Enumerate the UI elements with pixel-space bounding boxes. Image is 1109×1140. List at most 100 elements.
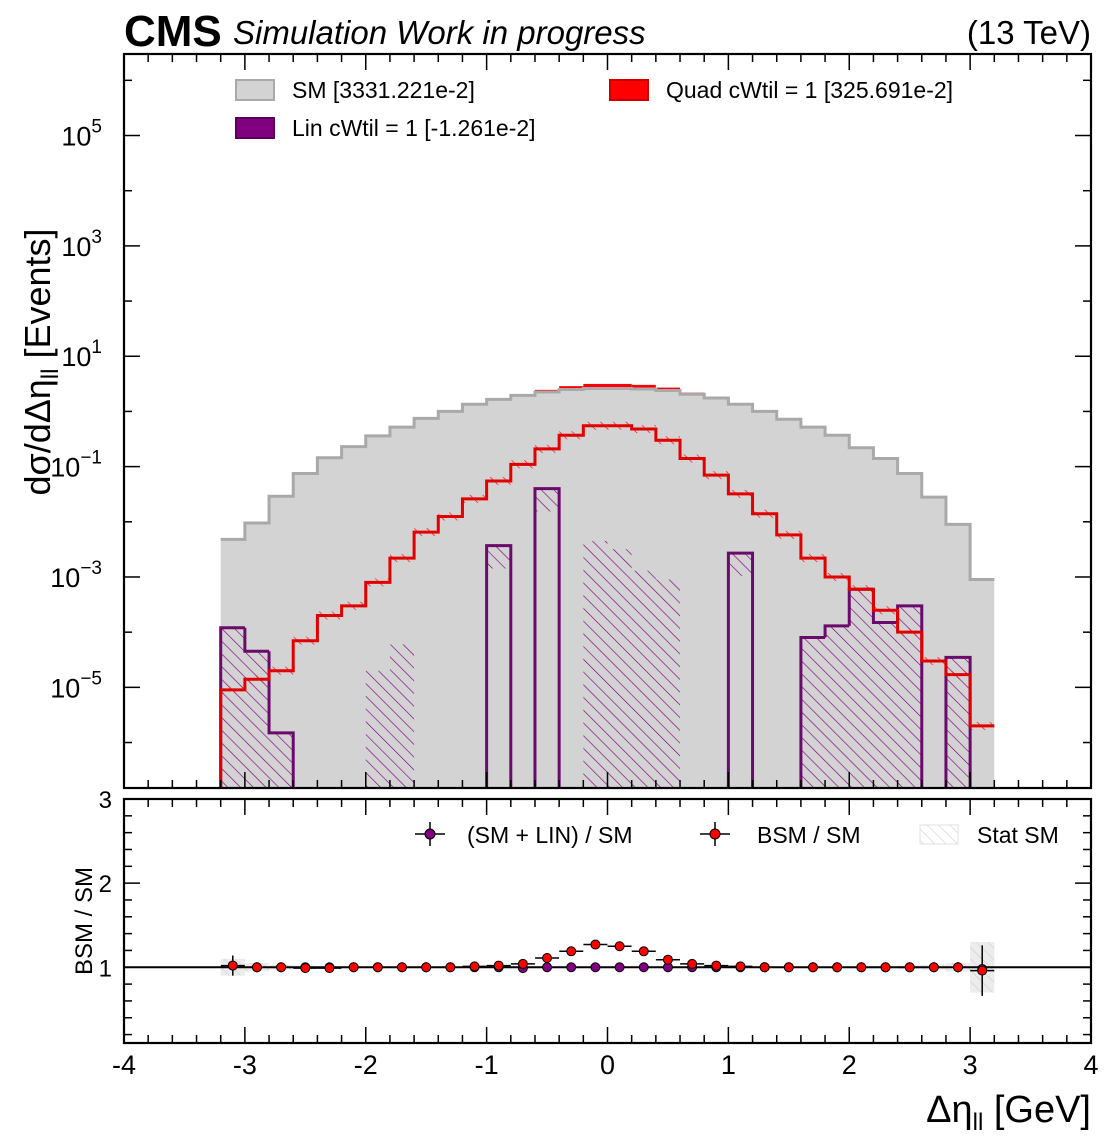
ratio-bsm-point [421, 962, 432, 973]
main-y-axis-label: dσ/dΔηll [Events] [17, 228, 64, 495]
lin-uncertainty-band [825, 625, 850, 788]
ratio-frame [122, 797, 1093, 1045]
x-tick-label: 1 [721, 1050, 736, 1080]
cms-label: CMS [124, 7, 222, 56]
main-frame [122, 52, 1093, 790]
ratio-bsm-point [856, 962, 867, 973]
ratio-bsm-point [711, 960, 722, 971]
lin-uncertainty-band [800, 637, 826, 788]
ratio-bsm-point [759, 962, 770, 973]
quad-step-line [219, 424, 995, 788]
legend-ratio-stat-swatch [919, 824, 959, 845]
legend-quad-swatch [609, 79, 649, 101]
ratio-bsm-point [469, 961, 480, 972]
lin-uncertainty-band [583, 540, 608, 788]
lin-uncertainty-band [631, 570, 656, 788]
quad-stack-bar [559, 386, 584, 390]
ratio-lin-point [638, 962, 649, 973]
x-axis-label: Δηll [GeV] [926, 1089, 1091, 1136]
legend-ratio-bsm-marker [709, 828, 721, 840]
ratio-lin-point [614, 962, 625, 973]
y-tick-label-ratio: 1 [99, 955, 112, 982]
ratio-bsm-point [928, 962, 939, 973]
quad-stack-bar [631, 384, 656, 389]
y-tick-label-ratio: 2 [99, 871, 112, 898]
lin-uncertainty-band [269, 732, 294, 788]
ratio-bsm-point [953, 962, 964, 973]
legend-ratio-lin-marker [424, 828, 436, 840]
ratio-bsm-point [662, 954, 673, 965]
ratio-bsm-point [300, 963, 311, 974]
quad-stack-bar [607, 383, 632, 389]
x-tick-label: 3 [963, 1050, 978, 1080]
subtitle: Simulation Work in progress [233, 14, 646, 51]
x-tick-label: -2 [354, 1050, 378, 1080]
ratio-bsm-point [324, 963, 335, 974]
ratio-bsm-point [445, 962, 456, 973]
y-tick-label-main: 10−3 [50, 558, 102, 593]
lin-uncertainty-band [655, 579, 681, 788]
x-tick-label: 0 [600, 1050, 615, 1080]
legend-sm-swatch [235, 79, 275, 101]
x-tick-label: -4 [112, 1050, 136, 1080]
main-plot-area [219, 383, 995, 788]
y-tick-label-ratio: 3 [99, 787, 112, 814]
main-axis-ticks: 10−5 10−3 10−1 101 103 105 [50, 54, 1092, 788]
legend-ratio-bsm-label: BSM / SM [757, 822, 861, 848]
x-tick-label: -1 [475, 1050, 499, 1080]
ratio-plot-area [124, 939, 1091, 996]
legend-ratio-lin-label: (SM + LIN) / SM [467, 822, 633, 848]
ratio-bsm-point [590, 939, 601, 950]
y-tick-label-main: 105 [61, 117, 102, 152]
ratio-bsm-point [372, 962, 383, 973]
legend-ratio-stat-label: Stat SM [977, 822, 1059, 848]
ratio-lin-point [542, 962, 553, 973]
lin-uncertainty-band [897, 605, 922, 788]
ratio-bsm-point [251, 962, 262, 973]
ratio-bsm-point [566, 946, 577, 957]
ratio-bsm-point [880, 962, 891, 973]
y-tick-label-main: 101 [61, 337, 102, 372]
ratio-bsm-point [832, 962, 843, 973]
lin-uncertainty-band [534, 488, 560, 512]
y-tick-label-main: 103 [61, 227, 102, 262]
lin-uncertainty-band [389, 644, 415, 788]
ratio-bsm-point [348, 962, 359, 973]
legend-quad-label: Quad cWtil = 1 [325.691e-2] [666, 77, 953, 103]
ratio-bsm-point [687, 958, 698, 969]
ratio-y-axis-label: BSM / SM [71, 867, 98, 975]
legend-lin-label: Lin cWtil = 1 [-1.261e-2] [292, 115, 536, 141]
lin-uncertainty-band [728, 553, 753, 577]
y-tick-label-main: 10−1 [50, 448, 102, 483]
ratio-bsm-point [493, 960, 504, 971]
x-tick-label: 2 [842, 1050, 857, 1080]
ratio-bsm-point [904, 962, 915, 973]
ratio-bsm-point [227, 960, 238, 971]
quad-stack-bar [583, 383, 608, 389]
ratio-bsm-point [397, 962, 408, 973]
lin-uncertainty-band [849, 589, 874, 788]
ratio-bsm-point [614, 941, 625, 952]
ratio-bsm-point [735, 961, 746, 972]
legend-sm-label: SM [3331.221e-2] [292, 77, 475, 103]
ratio-bsm-point [517, 958, 528, 969]
ratio-bsm-point [807, 962, 818, 973]
ratio-legend: (SM + LIN) / SM BSM / SM Stat SM [415, 822, 1059, 848]
ratio-bsm-point [638, 946, 649, 957]
sm-outline [220, 387, 995, 582]
ratio-lin-point [566, 962, 577, 973]
main-legend: SM [3331.221e-2] Quad cWtil = 1 [325.691… [235, 77, 953, 141]
lin-uncertainty-band [220, 627, 245, 788]
x-tick-label: -3 [233, 1050, 257, 1080]
lin-uncertainty-band [244, 651, 270, 788]
ratio-bsm-point [276, 962, 287, 973]
lin-uncertainty-band [607, 549, 632, 788]
lin-uncertainty-band [486, 545, 511, 569]
lin-uncertainty-band [873, 622, 898, 788]
ratio-bsm-point [977, 965, 988, 976]
ratio-bsm-point [783, 962, 794, 973]
ratio-bsm-point [542, 953, 553, 964]
legend-lin-swatch [235, 117, 275, 139]
ratio-lin-point [590, 962, 601, 973]
